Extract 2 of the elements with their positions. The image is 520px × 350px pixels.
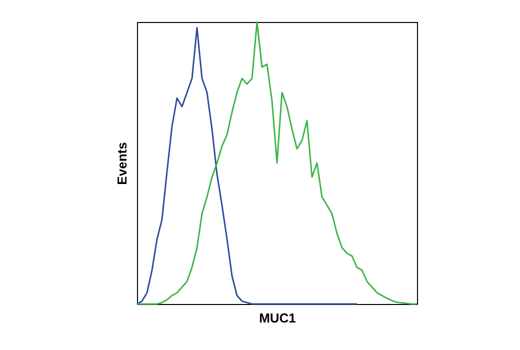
x-axis-title: MUC1 xyxy=(259,310,296,326)
y-axis-title: Events xyxy=(114,142,130,185)
